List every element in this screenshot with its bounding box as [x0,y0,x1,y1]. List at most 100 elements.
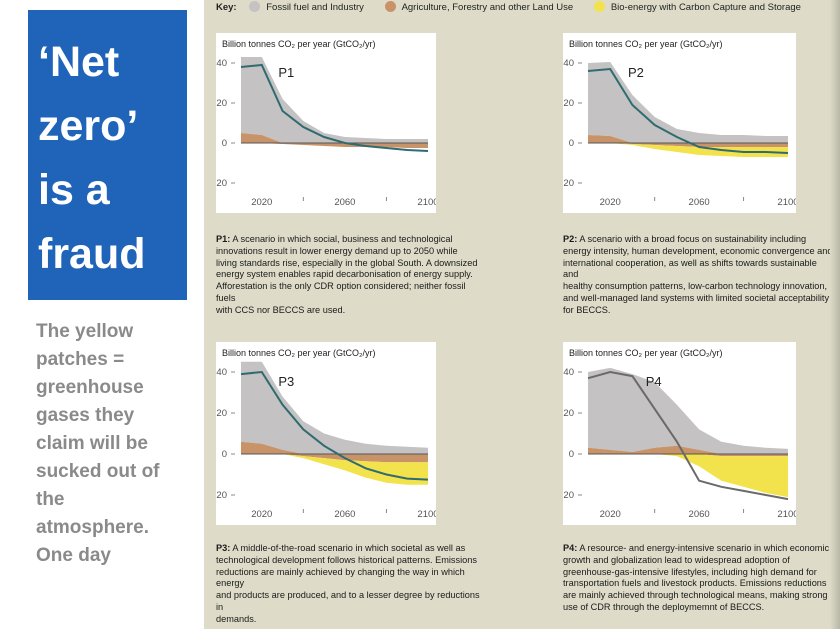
y-tick-label: 20 [216,98,227,109]
legend-label: Agriculture, Forestry and other Land Use [401,2,574,13]
description-label: P2: [563,234,578,244]
description-line: Afforestation is the only CDR option con… [216,281,466,303]
y-tick-label: -20 [563,178,574,189]
x-tick-label: 2100 [777,197,796,208]
description-line: technological development follows histor… [216,554,477,565]
headline-line: ‘Net [38,38,120,86]
description-label: P3: [216,543,231,553]
y-tick-label: 0 [569,138,574,149]
y-tick-label: 0 [569,449,574,460]
description-line: and well-managed land systems with limit… [563,292,830,303]
scenario-label: P3 [278,374,294,389]
caption-line: The yellow [36,321,134,342]
description-line: innovations result in lower energy deman… [216,245,458,256]
afolu-positive-area [241,441,428,454]
x-tick-label: 2020 [251,197,272,208]
description-line: with CCS nor BECCS are used. [216,304,346,315]
net-emissions-line [587,370,789,501]
net-emissions-line [240,63,429,152]
beccs-area [241,454,428,485]
description-line: transportation fuels and livestock produ… [563,578,827,589]
net-emissions-line [240,370,429,481]
y-tick-label: 20 [563,98,574,109]
legend-swatch [249,1,261,12]
unit-label: Billion tonnes CO₂ per year (GtCO₂/yr) [569,348,723,358]
headline-box: ‘Net zero’ is a fraud [28,10,187,300]
description-line: demands. [216,613,257,624]
description-line: and products are produced, and to a less… [216,590,480,612]
afolu-positive-area [588,445,788,454]
x-tick-label: 2100 [417,509,436,520]
description-line: A resource- and energy-intensive scenari… [579,543,830,553]
y-tick-label: -20 [563,490,574,501]
y-tick-label: 40 [563,58,574,69]
afolu-negative-area [241,143,428,148]
x-tick-label: 2100 [417,197,436,208]
chart-svg-p4: Billion tonnes CO₂ per year (GtCO₂/yr) 40… [563,348,796,520]
description-label: P4: [563,543,578,553]
description-line: living standards rise, especially in the… [216,257,478,268]
y-tick-label: 40 [216,58,227,69]
y-tick-label: 40 [216,367,227,378]
net-emissions-line [587,67,789,154]
y-tick-label: 0 [222,449,227,460]
description-line: A scenario with a broad focus on sustain… [579,234,807,244]
scenario-label: P1 [278,65,294,80]
description-line: international cooperation, as well as sh… [563,257,817,280]
description-line: greenhouse-gas-intensive lifestyles, inc… [563,566,817,577]
description-label: P1: [216,234,231,244]
y-tick-label: 20 [216,408,227,419]
afolu-negative-area [588,454,788,457]
chart-p3: Billion tonnes CO₂ per year (GtCO₂/yr) 40… [216,342,436,525]
unit-label: Billion tonnes CO₂ per year (GtCO₂/yr) [222,39,376,49]
scenario-label: P2 [628,65,644,80]
caption-line: patches = [36,349,125,370]
caption-line: greenhouse [36,377,144,398]
x-tick-label: 2060 [334,509,355,520]
x-tick-label: 2060 [689,509,710,520]
legend-item-afolu: Agriculture, Forestry and other Land Use [384,1,576,13]
afolu-positive-area [588,135,788,143]
fossil-area [241,361,428,454]
fossil-area [588,367,788,454]
fossil-area [241,57,428,143]
beccs-area [588,143,788,157]
description-line: reductions are mainly achieved by changi… [216,566,465,589]
chart-svg-p1: Billion tonnes CO₂ per year (GtCO₂/yr) 40… [216,39,436,208]
chart-p2: Billion tonnes CO₂ per year (GtCO₂/yr) 40… [563,33,796,213]
headline-line: zero’ [38,102,139,150]
scenario-label: P4 [646,374,662,389]
unit-label: Billion tonnes CO₂ per year (GtCO₂/yr) [222,348,376,358]
y-tick-label: -20 [216,490,227,501]
description-line: energy system enables rapid decarbonisat… [216,269,473,280]
headline-line: is a [38,166,110,214]
description-line: energy intensity, human development, eco… [563,245,833,256]
description-line: growth and globalization lead to widespr… [563,554,790,565]
fossil-area [588,62,788,143]
unit-label: Billion tonnes CO₂ per year (GtCO₂/yr) [569,39,723,49]
legend-item-fossil: Fossil fuel and Industry [249,1,366,13]
caption-line: sucked out of [36,461,160,482]
afolu-negative-area [241,454,428,463]
description-line: A scenario in which social, business and… [232,234,453,244]
y-tick-label: 40 [563,367,574,378]
caption-line: One day [36,545,111,566]
description-p3: P3: A middle-of-the-road scenario in whi… [216,543,486,626]
legend-label: Fossil fuel and Industry [266,2,364,13]
description-p1: P1: A scenario in which social, business… [216,234,486,317]
x-tick-label: 2060 [334,197,355,208]
afolu-positive-area [241,133,428,143]
y-tick-label: -20 [216,178,227,189]
caption: The yellow patches = greenhouse gases th… [36,318,186,570]
y-tick-label: 20 [563,408,574,419]
legend-swatch [384,1,396,12]
description-line: use of CDR through the deploymemnt of BE… [563,601,765,612]
caption-line: the [36,489,65,510]
caption-line: gases they [36,405,135,426]
caption-line: claim will be [36,433,148,454]
x-tick-label: 2060 [689,197,710,208]
chart-svg-p3: Billion tonnes CO₂ per year (GtCO₂/yr) 40… [216,348,436,520]
chart-p1: Billion tonnes CO₂ per year (GtCO₂/yr) 40… [216,33,436,213]
y-tick-label: 0 [222,138,227,149]
description-line: healthy consumption patterns, low-carbon… [563,281,828,292]
